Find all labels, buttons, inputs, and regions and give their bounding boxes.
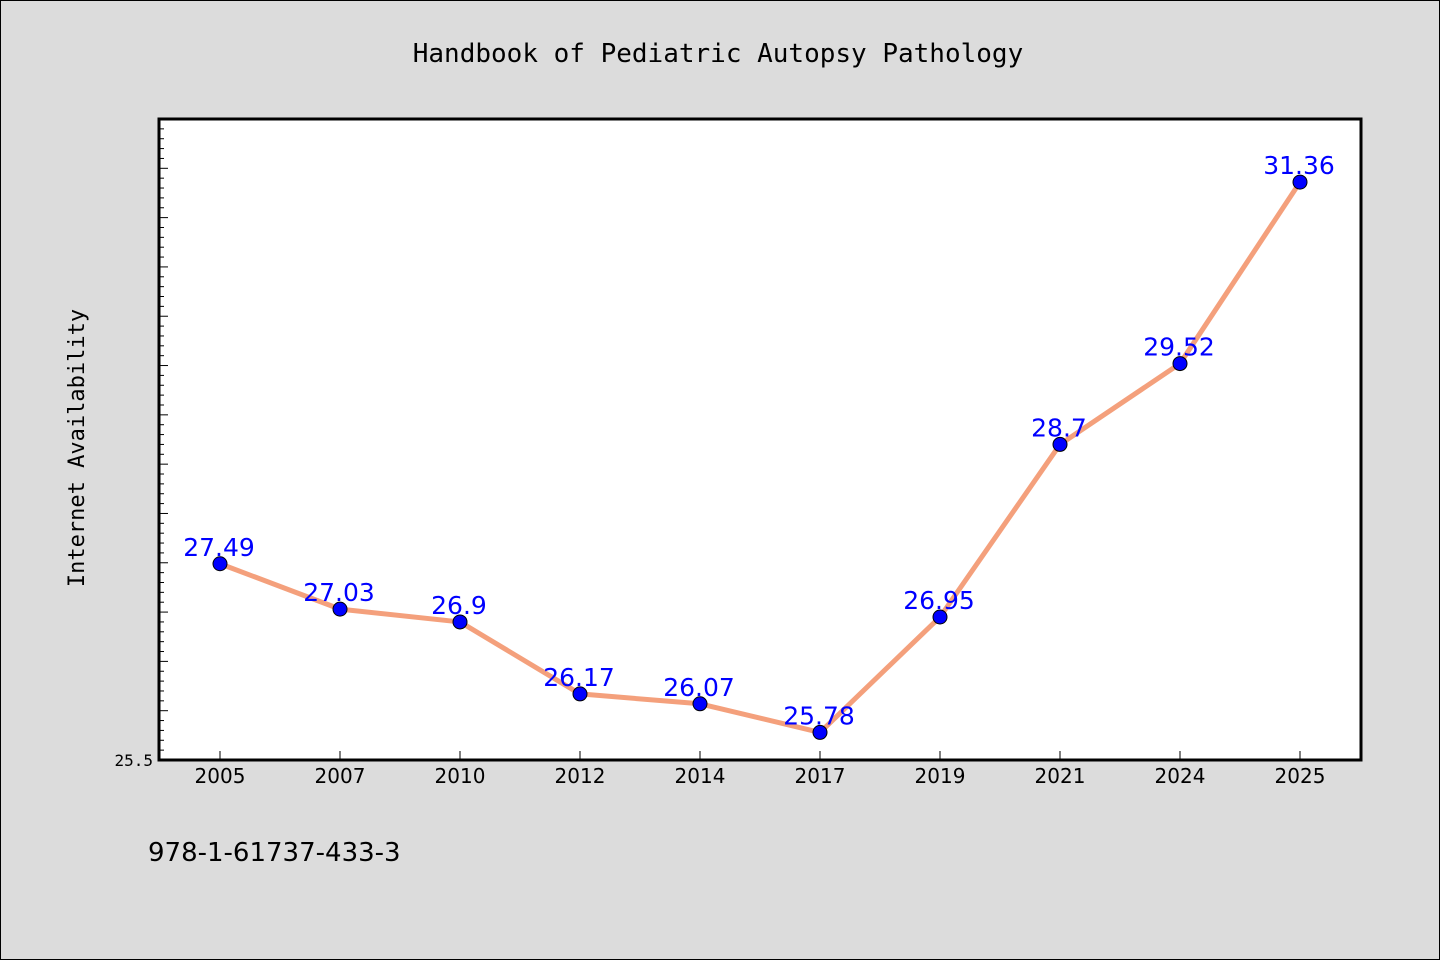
y-tick-label: 25.5: [114, 751, 153, 770]
series-layer: [212, 174, 1308, 740]
x-tick-label: 2025: [1275, 764, 1326, 788]
x-tick-label: 2005: [195, 764, 246, 788]
data-label: 27.49: [183, 533, 255, 562]
data-point: [212, 556, 228, 572]
x-tick-label: 2017: [795, 764, 846, 788]
data-point: [932, 609, 948, 625]
data-label: 26.17: [543, 663, 615, 692]
data-label: 25.78: [783, 701, 855, 730]
x-tick-label: 2021: [1035, 764, 1086, 788]
x-tick-label: 2012: [555, 764, 606, 788]
data-label: 31.36: [1263, 151, 1335, 180]
data-point: [812, 724, 828, 740]
data-label: 26.95: [903, 586, 975, 615]
data-point: [572, 686, 588, 702]
x-axis-ticks: 2005 2007 2010 2012 2014 2017 2019 2021 2024 2025: [195, 751, 1326, 788]
plot-area: [157, 117, 1363, 762]
data-point: [452, 614, 468, 630]
x-tick-label: 2007: [315, 764, 366, 788]
x-tick-label: 2014: [675, 764, 726, 788]
data-point: [1052, 436, 1068, 452]
data-label: 28.7: [1031, 413, 1087, 442]
data-labels-layer: 27.49 27.03 26.9 26.17 26.07 25.78 26.95 28.7 29…: [183, 151, 1335, 730]
data-point: [1292, 174, 1308, 190]
data-point: [692, 696, 708, 712]
x-tick-label: 2024: [1155, 764, 1206, 788]
x-tick-label: 2019: [915, 764, 966, 788]
isbn-footer: 978-1-61737-433-3: [148, 838, 401, 868]
data-label: 29.52: [1143, 333, 1215, 362]
data-label: 26.9: [431, 591, 487, 620]
data-point: [332, 601, 348, 617]
chart-title: Handbook of Pediatric Autopsy Pathology: [413, 39, 1023, 69]
series-line: [217, 179, 1303, 735]
data-label: 26.07: [663, 673, 735, 702]
data-point: [1172, 356, 1188, 372]
y-axis-ticks: 25.5: [114, 118, 168, 770]
y-axis-label: Internet Availability: [65, 309, 90, 587]
data-label: 27.03: [303, 578, 375, 607]
x-tick-label: 2010: [435, 764, 486, 788]
